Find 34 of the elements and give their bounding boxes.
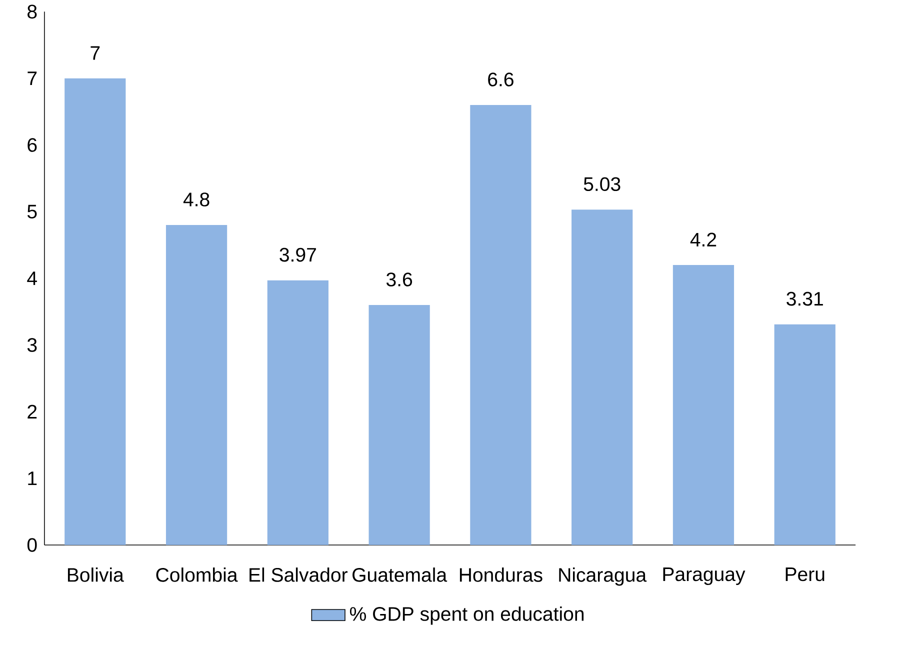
bar bbox=[672, 265, 734, 546]
bar bbox=[368, 305, 430, 546]
data-label: 4.8 bbox=[183, 192, 210, 206]
x-tick-label: Honduras bbox=[460, 568, 542, 582]
data-label: 3.97 bbox=[280, 248, 316, 262]
bar bbox=[572, 210, 633, 546]
y-tick-label: 5 bbox=[27, 204, 37, 219]
x-tick-label: Guatemala bbox=[352, 568, 448, 582]
x-tick-label: Nicaragua bbox=[559, 568, 647, 586]
bar bbox=[166, 225, 228, 546]
y-tick-label: 1 bbox=[28, 472, 37, 486]
x-tick-label: Paraguay bbox=[663, 568, 746, 586]
data-label: 6.6 bbox=[488, 72, 514, 86]
y-tick-label: 6 bbox=[28, 138, 37, 152]
x-tick-label: Peru bbox=[786, 568, 824, 582]
data-label: 3.6 bbox=[386, 272, 412, 286]
bar bbox=[267, 280, 328, 546]
bar bbox=[774, 324, 836, 546]
legend-label: % GDP spent on education bbox=[350, 606, 584, 625]
y-tick-label: 0 bbox=[27, 538, 37, 552]
x-tick-label: Colombia bbox=[156, 568, 238, 582]
y-tick-label: 2 bbox=[28, 404, 37, 419]
bar bbox=[64, 78, 126, 546]
y-tick-label: 8 bbox=[28, 4, 37, 19]
x-tick-label: El Salvador bbox=[250, 568, 348, 582]
x-tick-label: Bolivia bbox=[68, 568, 124, 582]
data-label: 3.31 bbox=[786, 292, 823, 306]
bar bbox=[470, 105, 532, 546]
y-tick-label: 7 bbox=[28, 72, 37, 86]
y-tick-label: 4 bbox=[27, 272, 37, 286]
y-tick-label: 3 bbox=[27, 338, 37, 352]
data-label: 4.2 bbox=[690, 232, 716, 246]
data-label: 7 bbox=[90, 46, 100, 60]
data-label: 5.03 bbox=[584, 177, 620, 192]
